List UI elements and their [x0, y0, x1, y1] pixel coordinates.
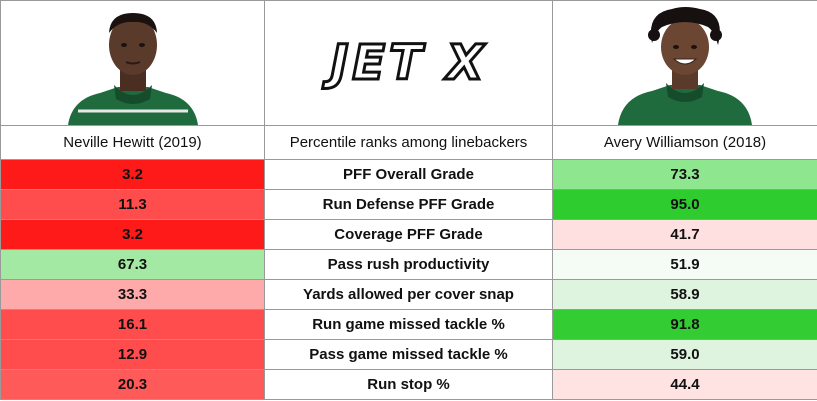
right-percentile-cell: 41.7	[552, 219, 817, 250]
table-row: 33.3 Yards allowed per cover snap 58.9	[0, 279, 817, 310]
metric-label: Pass rush productivity	[264, 249, 553, 280]
table-row: 16.1 Run game missed tackle % 91.8	[0, 309, 817, 340]
left-percentile-cell: 20.3	[0, 369, 265, 400]
metric-label: Pass game missed tackle %	[264, 339, 553, 370]
left-player-photo	[67, 13, 198, 125]
left-player-name: Neville Hewitt (2019)	[0, 125, 265, 160]
right-percentile-cell: 59.0	[552, 339, 817, 370]
column-title: Percentile ranks among linebackers	[264, 125, 553, 160]
right-percentile-cell: 91.8	[552, 309, 817, 340]
jet-x-logo: JET X	[320, 34, 487, 93]
header-row: Neville Hewitt (2019) Percentile ranks a…	[0, 125, 817, 160]
left-percentile-cell: 16.1	[0, 309, 265, 340]
right-percentile-cell: 58.9	[552, 279, 817, 310]
svg-text:JET X: JET X	[322, 35, 487, 91]
photo-row: JET X	[0, 0, 817, 126]
table-row: 20.3 Run stop % 44.4	[0, 369, 817, 400]
right-percentile-cell: 95.0	[552, 189, 817, 220]
metric-label: Run game missed tackle %	[264, 309, 553, 340]
metric-label: Run Defense PFF Grade	[264, 189, 553, 220]
table-row: 3.2 Coverage PFF Grade 41.7	[0, 219, 817, 250]
left-percentile-cell: 3.2	[0, 219, 265, 250]
right-player-photo	[618, 7, 752, 125]
left-percentile-cell: 67.3	[0, 249, 265, 280]
right-percentile-cell: 44.4	[552, 369, 817, 400]
right-percentile-cell: 73.3	[552, 159, 817, 190]
metric-label: Yards allowed per cover snap	[264, 279, 553, 310]
right-player-photo-cell	[552, 0, 817, 126]
table-row: 11.3 Run Defense PFF Grade 95.0	[0, 189, 817, 220]
table-row: 67.3 Pass rush productivity 51.9	[0, 249, 817, 280]
table-row: 3.2 PFF Overall Grade 73.3	[0, 159, 817, 190]
right-player-name: Avery Williamson (2018)	[552, 125, 817, 160]
logo-cell: JET X	[264, 0, 553, 126]
table-row: 12.9 Pass game missed tackle % 59.0	[0, 339, 817, 370]
left-percentile-cell: 12.9	[0, 339, 265, 370]
left-percentile-cell: 3.2	[0, 159, 265, 190]
metric-label: Run stop %	[264, 369, 553, 400]
metric-label: PFF Overall Grade	[264, 159, 553, 190]
left-player-photo-cell	[0, 0, 265, 126]
left-percentile-cell: 33.3	[0, 279, 265, 310]
right-percentile-cell: 51.9	[552, 249, 817, 280]
left-percentile-cell: 11.3	[0, 189, 265, 220]
metric-label: Coverage PFF Grade	[264, 219, 553, 250]
